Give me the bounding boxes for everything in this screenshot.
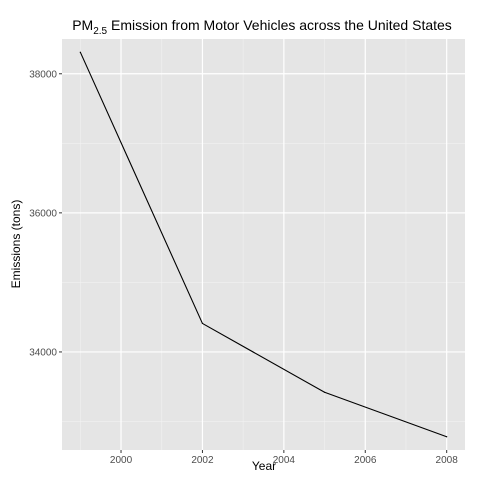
y-axis-tick-labels: 34000 36000 38000 — [29, 69, 57, 358]
x-axis-tick-label: 2002 — [191, 455, 214, 466]
minor-gridlines — [62, 39, 465, 450]
chart-title-subscript: 2.5 — [93, 26, 107, 37]
chart-title: PM2.5 Emission from Motor Vehicles acros… — [72, 17, 452, 37]
y-axis-title: Emissions (tons) — [9, 200, 23, 289]
y-axis-tick-label: 34000 — [29, 347, 57, 358]
x-axis-tick-label: 2008 — [436, 455, 459, 466]
data-point — [79, 51, 81, 53]
plot-panel — [62, 39, 465, 450]
x-axis-tick-label: 2006 — [354, 455, 377, 466]
x-axis-tick-labels: 2000 2002 2004 2006 2008 — [110, 455, 458, 466]
axis-ticks — [59, 73, 448, 453]
x-axis-tick-label: 2004 — [273, 455, 296, 466]
y-axis-tick-label: 36000 — [29, 208, 57, 219]
x-axis-tick-label: 2000 — [110, 455, 133, 466]
data-point — [446, 436, 448, 438]
series-layer — [79, 51, 448, 438]
x-axis-title: Year — [252, 459, 276, 473]
major-gridlines — [62, 39, 465, 450]
chart-title-prefix: PM — [72, 17, 93, 33]
data-point — [323, 391, 326, 393]
data-point — [201, 322, 204, 325]
chart-title-suffix: Emission from Motor Vehicles across the … — [107, 17, 452, 33]
y-axis-tick-label: 38000 — [29, 69, 57, 80]
series-line — [79, 51, 447, 438]
